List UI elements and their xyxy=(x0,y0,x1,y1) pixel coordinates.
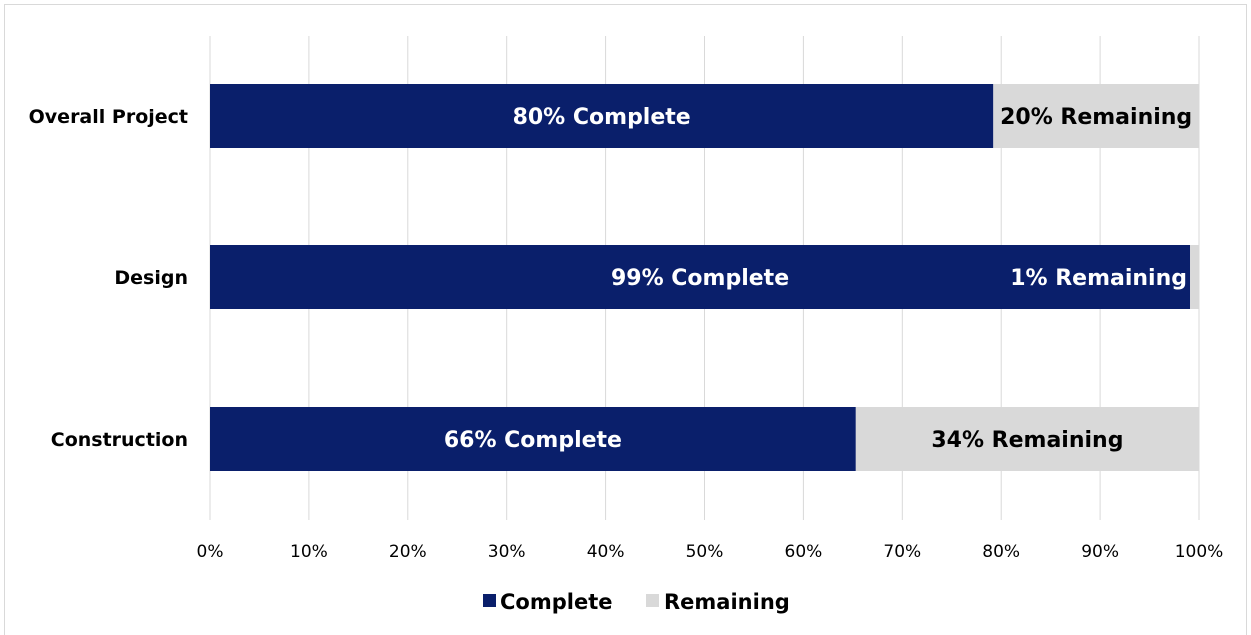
x-tick-label: 30% xyxy=(488,542,526,562)
bar-remaining xyxy=(1190,245,1199,309)
x-tick-label: 60% xyxy=(785,542,823,562)
legend: Complete Remaining xyxy=(483,590,790,614)
legend-label-remaining: Remaining xyxy=(664,590,790,614)
x-tick-label: 20% xyxy=(389,542,427,562)
x-tick-label: 90% xyxy=(1081,542,1119,562)
data-labels: 80% Complete 20% Remaining 99% Complete 1% … xyxy=(444,105,1192,453)
legend-swatch-remaining xyxy=(646,594,659,607)
category-labels: Overall Project Design Construction xyxy=(29,106,188,451)
legend-swatch-complete xyxy=(483,594,496,607)
bar-complete xyxy=(210,407,856,471)
category-label: Construction xyxy=(51,429,188,451)
category-label: Design xyxy=(114,267,188,289)
x-tick-label: 10% xyxy=(290,542,328,562)
bar-complete xyxy=(210,84,994,148)
x-tick-label: 100% xyxy=(1175,542,1224,562)
bars xyxy=(210,84,1199,471)
data-label-complete: 80% Complete xyxy=(513,105,691,130)
data-label-remaining: 34% Remaining xyxy=(931,428,1123,453)
x-tick-label: 0% xyxy=(197,542,224,562)
bar-complete xyxy=(210,245,1191,309)
x-axis-tick-labels: 0% 10% 20% 30% 40% 50% 60% 70% 80% 90% 100% xyxy=(197,542,1224,562)
data-label-complete: 66% Complete xyxy=(444,428,622,453)
legend-label-complete: Complete xyxy=(500,590,612,614)
x-tick-label: 40% xyxy=(587,542,625,562)
x-tick-label: 80% xyxy=(982,542,1020,562)
data-label-remaining: 1% Remaining xyxy=(1010,266,1187,291)
data-label-complete: 99% Complete xyxy=(611,266,789,291)
x-tick-label: 50% xyxy=(686,542,724,562)
x-tick-label: 70% xyxy=(883,542,921,562)
data-label-remaining: 20% Remaining xyxy=(1000,105,1192,130)
bar-remaining xyxy=(993,84,1199,148)
category-label: Overall Project xyxy=(29,106,188,128)
bar-remaining xyxy=(855,407,1199,471)
